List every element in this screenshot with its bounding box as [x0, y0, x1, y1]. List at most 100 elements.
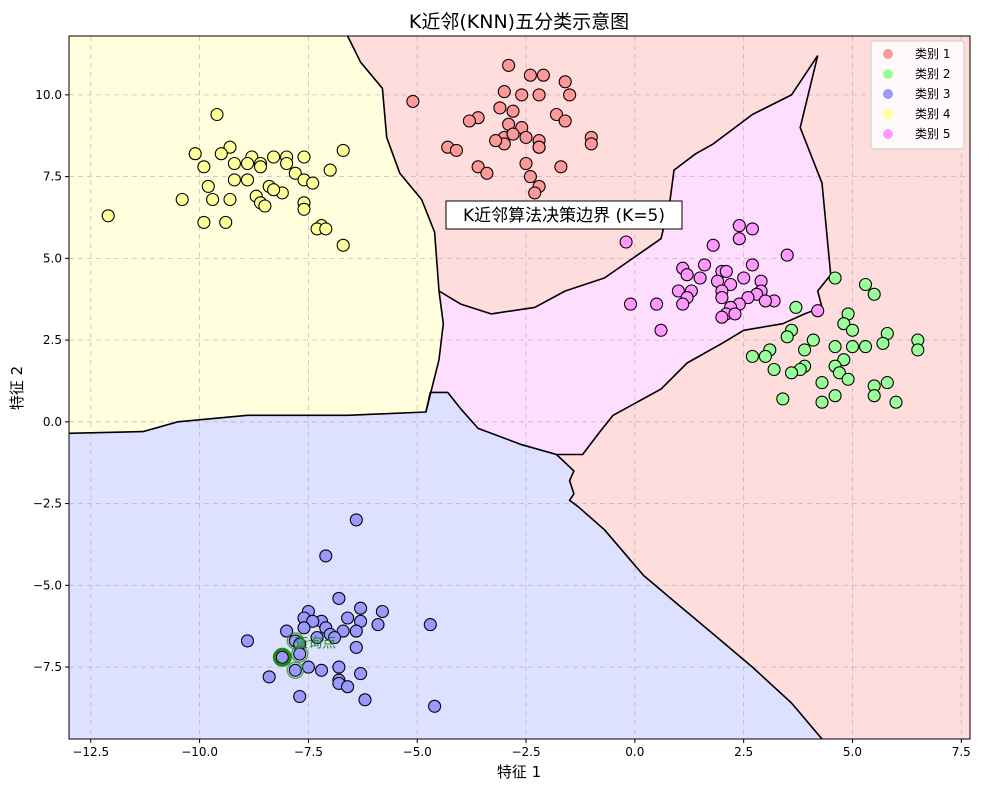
point-class-5	[737, 271, 751, 285]
point-class-4	[206, 192, 220, 207]
legend-label: 类别 2	[915, 67, 950, 81]
point-class-4	[101, 209, 115, 223]
point-class-3	[423, 618, 437, 632]
point-class-2	[789, 300, 803, 314]
y-axis-label: 特征 2	[8, 366, 26, 410]
point-class-3	[349, 624, 363, 638]
point-class-4	[175, 192, 189, 207]
point-class-2	[832, 366, 846, 380]
decision-boundary	[556, 55, 832, 456]
point-class-2	[780, 330, 794, 344]
y-tick-label: −7.5	[33, 660, 62, 674]
point-class-2	[841, 372, 855, 386]
neighbor-marker	[291, 645, 309, 663]
annotation-text: K近邻算法决策边界 (K=5)	[463, 206, 665, 226]
point-class-3	[310, 631, 324, 645]
point-class-4	[223, 140, 237, 154]
point-class-5	[758, 294, 772, 308]
point-class-2	[889, 395, 903, 409]
point-class-5	[706, 238, 720, 252]
legend-marker	[883, 89, 893, 99]
point-class-3	[297, 621, 311, 635]
point-class-3	[341, 680, 355, 694]
point-class-4	[240, 156, 255, 171]
point-class-3	[314, 663, 329, 677]
x-tick-label: −2.5	[511, 745, 540, 759]
point-class-5	[654, 323, 668, 337]
point-class-4	[297, 202, 311, 216]
point-class-3	[428, 699, 442, 713]
y-tick-label: 2.5	[43, 333, 62, 347]
neighbor-marker	[286, 632, 304, 650]
point-class-2	[806, 333, 820, 347]
point-class-4	[323, 163, 337, 177]
point-class-2	[767, 362, 781, 377]
annotation-box	[445, 200, 683, 230]
point-class-4	[336, 238, 350, 252]
y-tick-label: 7.5	[43, 170, 62, 184]
region-class-4	[69, 36, 444, 434]
point-class-5	[619, 235, 633, 249]
point-class-5	[741, 291, 755, 305]
point-class-2	[745, 349, 759, 363]
point-class-5	[811, 304, 825, 318]
point-class-4	[227, 173, 241, 187]
x-tick-label: −7.5	[294, 745, 323, 759]
point-class-3	[354, 601, 368, 615]
query-point-label: 查询点	[294, 635, 336, 651]
point-class-4	[336, 143, 350, 157]
point-class-5	[719, 264, 733, 278]
plot-frame	[68, 35, 971, 740]
point-class-2	[837, 317, 851, 331]
point-class-2	[784, 366, 799, 380]
point-class-3	[341, 611, 355, 625]
point-class-5	[745, 222, 759, 236]
point-class-2	[798, 343, 812, 357]
query-point	[272, 647, 292, 667]
point-class-1	[563, 88, 577, 102]
point-class-1	[406, 94, 420, 108]
point-class-1	[462, 114, 476, 128]
point-class-1	[506, 104, 520, 118]
point-class-1	[497, 85, 511, 99]
point-class-1	[449, 143, 463, 157]
point-class-5	[780, 248, 794, 262]
point-class-1	[532, 88, 546, 102]
point-class-4	[253, 160, 268, 174]
point-class-4	[223, 192, 237, 207]
y-tick-label: −2.5	[33, 497, 62, 511]
point-class-3	[262, 670, 276, 684]
point-class-5	[728, 307, 742, 321]
point-class-1	[528, 186, 542, 200]
point-class-1	[471, 160, 485, 174]
point-class-2	[776, 392, 790, 406]
point-class-2	[858, 340, 873, 354]
point-class-5	[697, 258, 712, 272]
legend-label: 类别 5	[915, 127, 950, 141]
point-class-3	[332, 591, 346, 605]
point-class-4	[258, 199, 272, 213]
point-class-4	[240, 173, 255, 187]
point-class-1	[584, 137, 598, 151]
x-tick-label: 5.0	[843, 745, 862, 759]
point-class-3	[349, 640, 363, 654]
y-tick-label: 5.0	[43, 251, 62, 265]
point-class-2	[837, 353, 851, 367]
point-class-4	[188, 147, 202, 161]
point-class-5	[680, 268, 694, 282]
y-tick-label: −5.0	[33, 578, 62, 592]
y-tick-label: 10.0	[35, 88, 62, 102]
point-class-2	[828, 271, 842, 285]
x-tick-label: 2.5	[734, 745, 753, 759]
legend-label: 类别 1	[915, 47, 950, 61]
legend-marker	[883, 49, 893, 59]
point-class-1	[480, 166, 494, 180]
point-class-2	[876, 336, 890, 350]
point-class-3	[371, 618, 385, 632]
point-class-4	[288, 166, 302, 180]
decision-boundary	[69, 391, 823, 739]
point-class-2	[758, 349, 772, 363]
point-class-2	[828, 389, 842, 403]
point-class-5	[693, 271, 707, 285]
